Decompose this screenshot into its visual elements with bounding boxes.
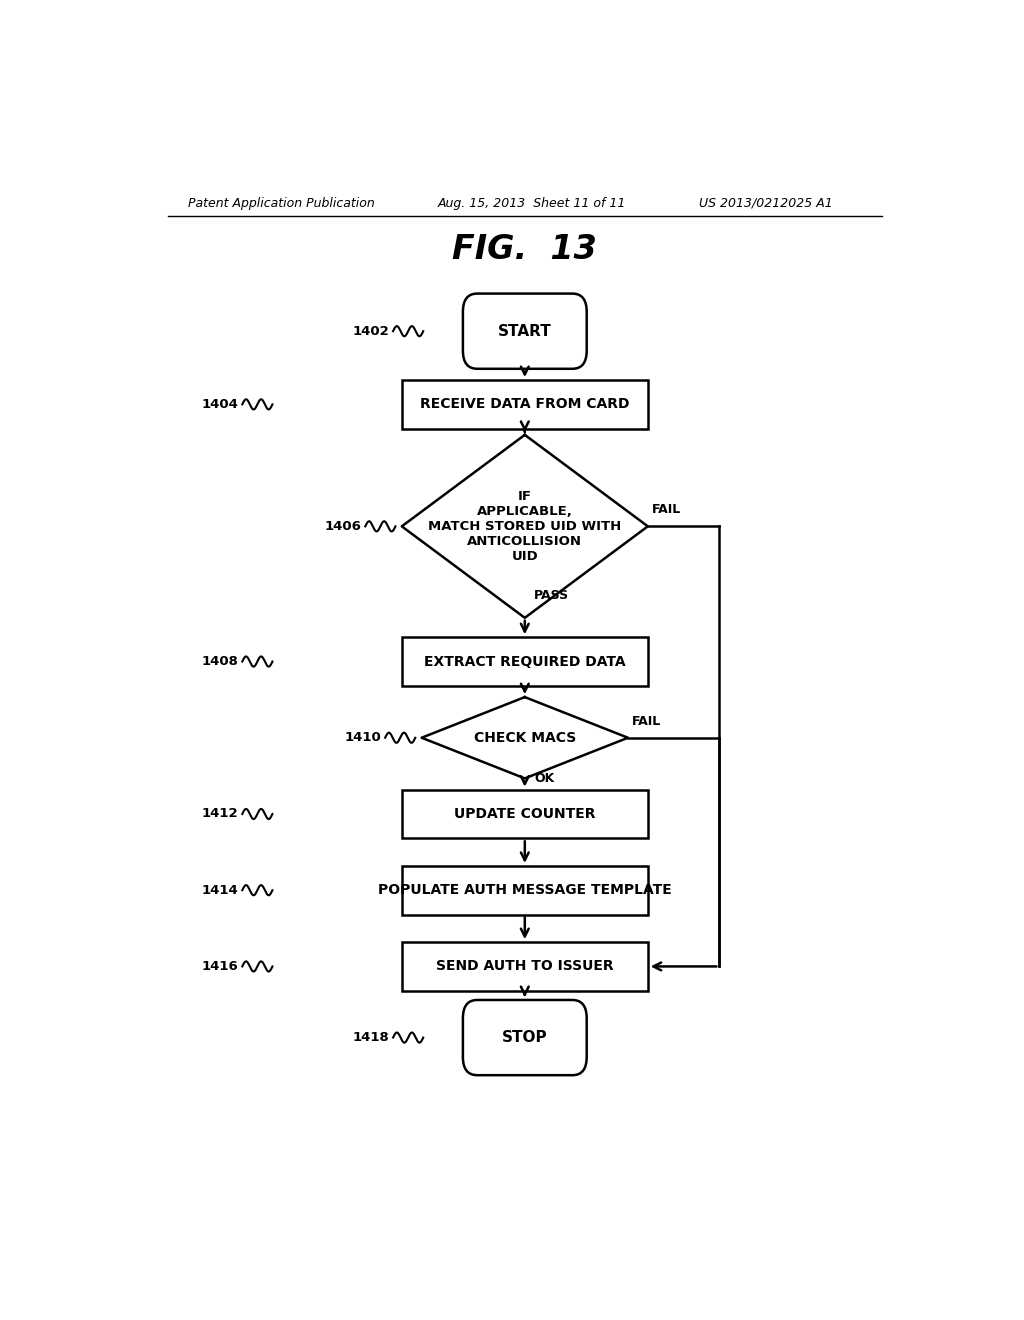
- Text: 1414: 1414: [202, 883, 239, 896]
- Bar: [401, 638, 648, 686]
- Text: 1416: 1416: [202, 960, 239, 973]
- Text: 1404: 1404: [202, 397, 239, 411]
- Bar: [401, 866, 648, 915]
- Text: 1402: 1402: [352, 325, 389, 338]
- Text: 1406: 1406: [325, 520, 361, 533]
- Text: STOP: STOP: [502, 1030, 548, 1045]
- Text: 1418: 1418: [352, 1031, 389, 1044]
- Polygon shape: [422, 697, 628, 779]
- Text: US 2013/0212025 A1: US 2013/0212025 A1: [699, 197, 834, 210]
- Text: CHECK MACS: CHECK MACS: [474, 731, 575, 744]
- Text: 1410: 1410: [344, 731, 381, 744]
- Text: 1412: 1412: [202, 808, 239, 821]
- Bar: [401, 380, 648, 429]
- FancyBboxPatch shape: [463, 1001, 587, 1076]
- Text: EXTRACT REQUIRED DATA: EXTRACT REQUIRED DATA: [424, 655, 626, 668]
- Text: Patent Application Publication: Patent Application Publication: [187, 197, 374, 210]
- Text: RECEIVE DATA FROM CARD: RECEIVE DATA FROM CARD: [420, 397, 630, 412]
- Text: SEND AUTH TO ISSUER: SEND AUTH TO ISSUER: [436, 960, 613, 973]
- Text: IF
APPLICABLE,
MATCH STORED UID WITH
ANTICOLLISION
UID: IF APPLICABLE, MATCH STORED UID WITH ANT…: [428, 490, 622, 562]
- Text: FAIL: FAIL: [652, 503, 681, 516]
- Bar: [401, 789, 648, 838]
- Text: 1408: 1408: [202, 655, 239, 668]
- Text: FIG.  13: FIG. 13: [453, 234, 597, 267]
- FancyBboxPatch shape: [463, 293, 587, 368]
- Text: START: START: [498, 323, 552, 339]
- Text: OK: OK: [535, 772, 555, 785]
- Text: PASS: PASS: [535, 589, 569, 602]
- Text: POPULATE AUTH MESSAGE TEMPLATE: POPULATE AUTH MESSAGE TEMPLATE: [378, 883, 672, 898]
- Bar: [401, 942, 648, 991]
- Text: Aug. 15, 2013  Sheet 11 of 11: Aug. 15, 2013 Sheet 11 of 11: [437, 197, 626, 210]
- Polygon shape: [401, 434, 648, 618]
- Text: UPDATE COUNTER: UPDATE COUNTER: [454, 807, 596, 821]
- Text: FAIL: FAIL: [632, 714, 662, 727]
